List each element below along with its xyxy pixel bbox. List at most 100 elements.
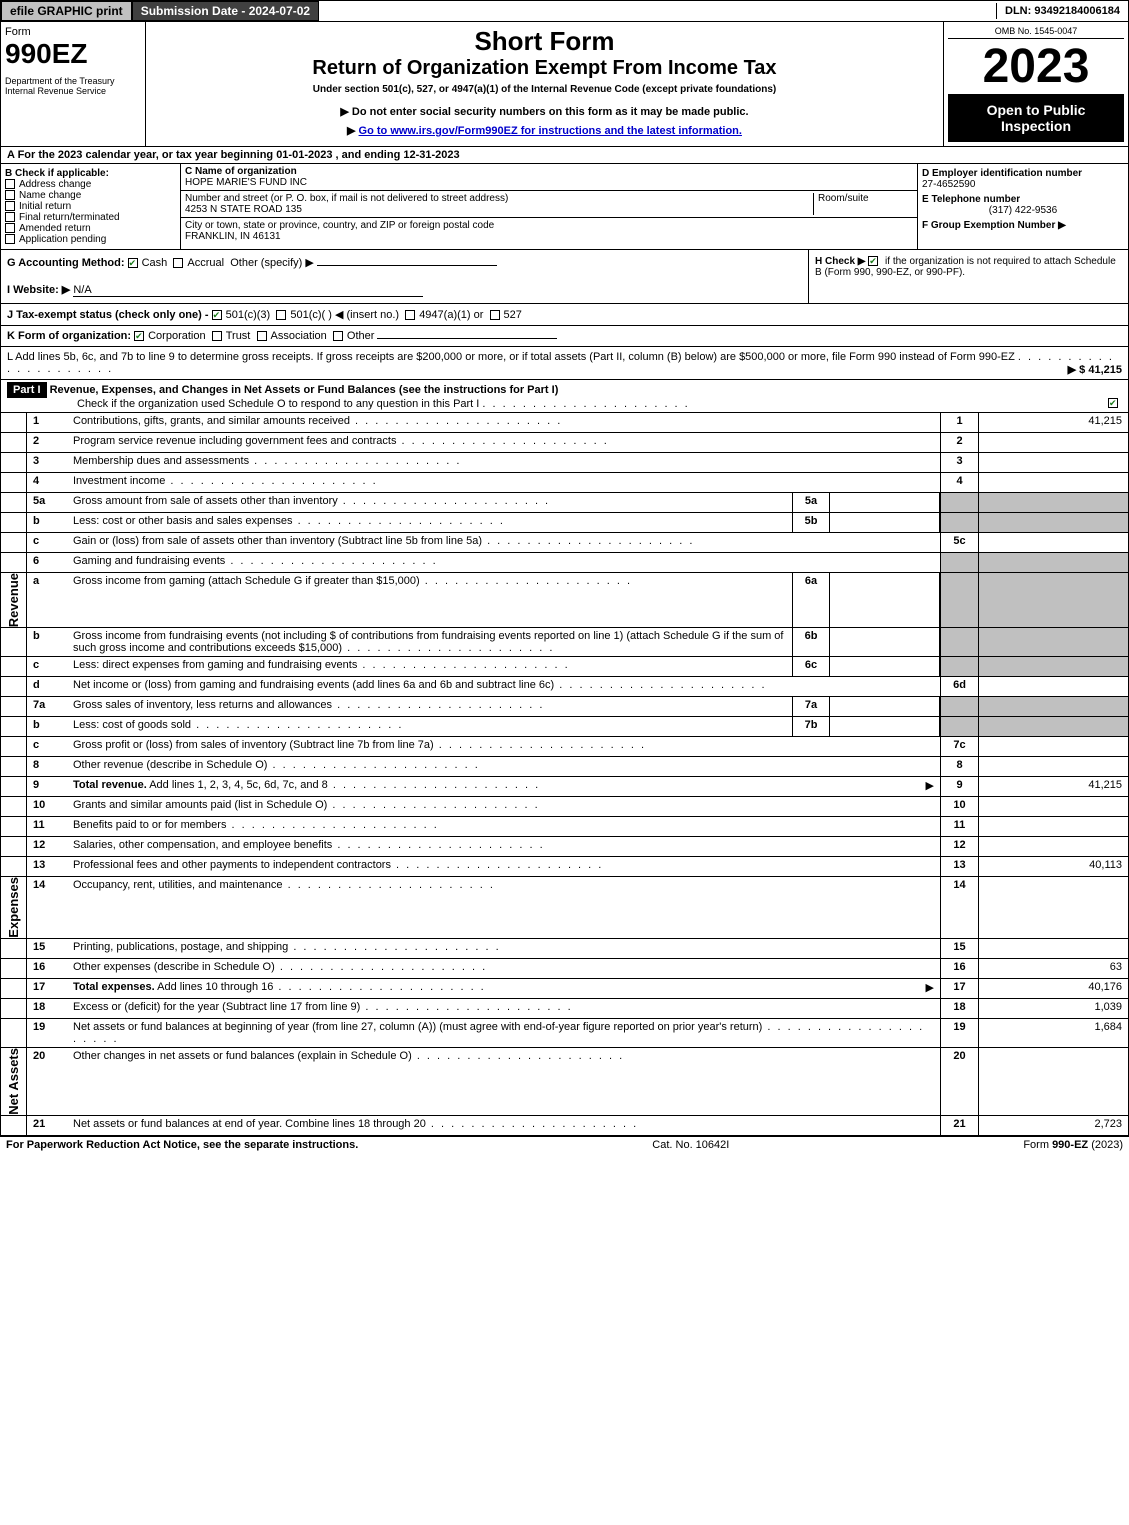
line-number: 10 <box>27 797 67 816</box>
box-num-shade <box>940 493 978 512</box>
chk-application-pending[interactable] <box>5 234 15 244</box>
line-description: Total expenses. Add lines 10 through 16 … <box>67 979 940 998</box>
header-left: Form 990EZ Department of the Treasury In… <box>1 22 146 146</box>
row-a-tax-year: A For the 2023 calendar year, or tax yea… <box>0 147 1129 164</box>
box-value: 2,723 <box>978 1116 1128 1135</box>
sub-line-value[interactable] <box>830 628 940 656</box>
side-cell <box>1 959 27 978</box>
chk-final-return[interactable] <box>5 212 15 222</box>
goto-link[interactable]: Go to www.irs.gov/Form990EZ for instruct… <box>150 124 939 137</box>
box-value <box>978 473 1128 492</box>
b-item-1: Name change <box>19 190 81 201</box>
line-number: 14 <box>27 877 67 938</box>
box-value <box>978 453 1128 472</box>
i-label: I Website: ▶ <box>7 284 70 296</box>
line-row-13: 13Professional fees and other payments t… <box>0 857 1129 877</box>
line-number: 19 <box>27 1019 67 1047</box>
page-footer: For Paperwork Reduction Act Notice, see … <box>0 1136 1129 1153</box>
sub-line-value[interactable] <box>830 493 940 512</box>
chk-assoc[interactable] <box>257 331 267 341</box>
chk-cash[interactable] <box>128 258 138 268</box>
side-cell <box>1 493 27 512</box>
box-value: 40,176 <box>978 979 1128 998</box>
line-row-17: 17Total expenses. Add lines 10 through 1… <box>0 979 1129 999</box>
box-num-shade <box>940 657 978 676</box>
chk-corp[interactable] <box>134 331 144 341</box>
phone-value: (317) 422-9536 <box>922 205 1124 216</box>
box-number: 9 <box>940 777 978 796</box>
chk-501c3[interactable] <box>212 310 222 320</box>
sub-line-value[interactable] <box>830 657 940 676</box>
line-description: Program service revenue including govern… <box>67 433 940 452</box>
row-j: J Tax-exempt status (check only one) - 5… <box>0 304 1129 326</box>
line-number: 20 <box>27 1048 67 1115</box>
ein-value: 27-4652590 <box>922 179 1124 190</box>
side-cell: Revenue <box>1 573 27 627</box>
sub-line-value[interactable] <box>830 513 940 532</box>
g-other-input[interactable] <box>317 265 497 266</box>
form-number: 990EZ <box>5 38 141 70</box>
box-val-shade <box>978 628 1128 656</box>
line-number: c <box>27 657 67 676</box>
chk-accrual[interactable] <box>173 258 183 268</box>
efile-print-button[interactable]: efile GRAPHIC print <box>1 1 132 21</box>
box-value <box>978 1048 1128 1115</box>
box-value <box>978 433 1128 452</box>
d-ein-label: D Employer identification number <box>922 168 1124 179</box>
line-description: Gross income from gaming (attach Schedul… <box>67 573 792 627</box>
box-number: 12 <box>940 837 978 856</box>
line-description: Total revenue. Add lines 1, 2, 3, 4, 5c,… <box>67 777 940 796</box>
side-cell <box>1 757 27 776</box>
f-group-label: F Group Exemption Number ▶ <box>922 220 1124 231</box>
sub-line-value[interactable] <box>830 697 940 716</box>
g-label: G Accounting Method: <box>7 257 125 269</box>
chk-amended-return[interactable] <box>5 223 15 233</box>
chk-name-change[interactable] <box>5 190 15 200</box>
short-form-title: Short Form <box>150 26 939 57</box>
side-cell <box>1 797 27 816</box>
box-number: 21 <box>940 1116 978 1135</box>
side-cell <box>1 837 27 856</box>
line-row-6a: RevenueaGross income from gaming (attach… <box>0 573 1129 628</box>
box-number: 16 <box>940 959 978 978</box>
return-title: Return of Organization Exempt From Incom… <box>150 57 939 80</box>
sub-line-value[interactable] <box>830 573 940 627</box>
box-value <box>978 757 1128 776</box>
org-city: FRANKLIN, IN 46131 <box>185 231 281 242</box>
line-number: 6 <box>27 553 67 572</box>
chk-trust[interactable] <box>212 331 222 341</box>
c-street-label: Number and street (or P. O. box, if mail… <box>185 193 508 204</box>
top-bar: efile GRAPHIC print Submission Date - 20… <box>0 0 1129 22</box>
line-row-6: 6Gaming and fundraising events <box>0 553 1129 573</box>
l-amount: ▶ $ 41,215 <box>1068 363 1122 376</box>
line-number: d <box>27 677 67 696</box>
line-number: 9 <box>27 777 67 796</box>
chk-527[interactable] <box>490 310 500 320</box>
under-section-text: Under section 501(c), 527, or 4947(a)(1)… <box>150 84 939 95</box>
box-number: 20 <box>940 1048 978 1115</box>
line-number: a <box>27 573 67 627</box>
side-cell <box>1 513 27 532</box>
line-description: Investment income <box>67 473 940 492</box>
side-cell <box>1 533 27 552</box>
chk-schedule-o[interactable] <box>1108 398 1118 408</box>
box-number: 17 <box>940 979 978 998</box>
header-right: OMB No. 1545-0047 2023 Open to Public In… <box>943 22 1128 146</box>
chk-501c[interactable] <box>276 310 286 320</box>
line-number: 2 <box>27 433 67 452</box>
box-value: 63 <box>978 959 1128 978</box>
line-description: Excess or (deficit) for the year (Subtra… <box>67 999 940 1018</box>
chk-initial-return[interactable] <box>5 201 15 211</box>
chk-address-change[interactable] <box>5 179 15 189</box>
line-description: Less: direct expenses from gaming and fu… <box>67 657 792 676</box>
chk-other-org[interactable] <box>333 331 343 341</box>
k-other-input[interactable] <box>377 338 557 339</box>
no-ssn-warning: Do not enter social security numbers on … <box>150 105 939 118</box>
sub-line-value[interactable] <box>830 717 940 736</box>
chk-schedule-b[interactable] <box>868 256 878 266</box>
chk-4947[interactable] <box>405 310 415 320</box>
lines-container: 1Contributions, gifts, grants, and simil… <box>0 413 1129 1136</box>
side-cell <box>1 1019 27 1047</box>
row-gh: G Accounting Method: Cash Accrual Other … <box>0 250 1129 304</box>
line-row-14: Expenses14Occupancy, rent, utilities, an… <box>0 877 1129 939</box>
